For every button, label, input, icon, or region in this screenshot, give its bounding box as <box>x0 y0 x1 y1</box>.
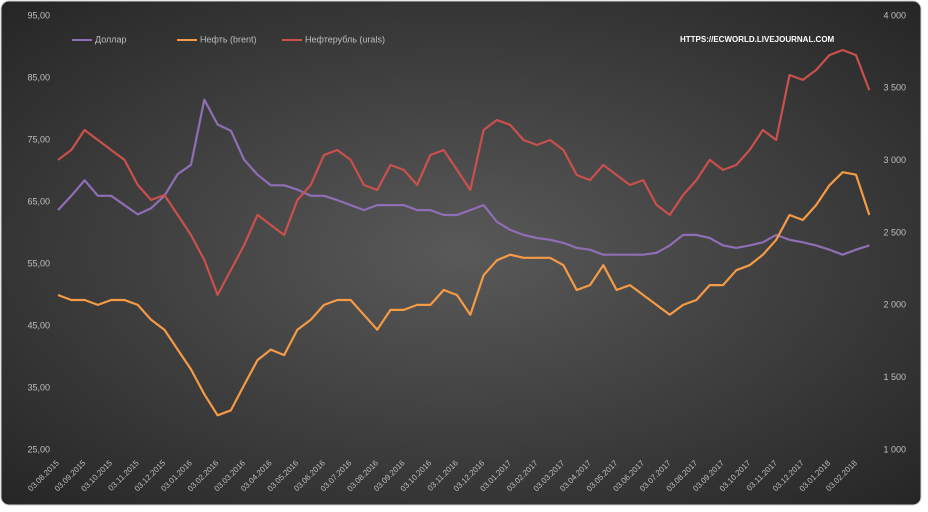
y-tick-label: 45,00 <box>27 320 50 330</box>
annotation: HTTPS://ECWORLD.LIVEJOURNAL.COM <box>680 35 835 44</box>
y2-tick-label: 3 500 <box>883 83 906 93</box>
legend-label: Доллар <box>95 34 127 44</box>
legend-label: Нефть (brent) <box>200 34 257 44</box>
y-tick-label: 65,00 <box>27 196 50 206</box>
legend-label: Нефтерубль (urals) <box>305 34 385 44</box>
y-tick-label: 95,00 <box>27 10 50 20</box>
series-line <box>57 48 871 296</box>
y2-tick-label: 1 000 <box>883 444 906 454</box>
y2-tick-label: 3 000 <box>883 155 906 165</box>
series-line <box>57 98 870 256</box>
series-line <box>57 171 871 417</box>
y-tick-label: 25,00 <box>27 444 50 454</box>
y-tick-label: 35,00 <box>27 382 50 392</box>
y2-tick-label: 2 000 <box>883 300 906 310</box>
y-tick-label: 75,00 <box>27 134 50 144</box>
y2-tick-label: 4 000 <box>883 10 906 20</box>
y-tick-label: 55,00 <box>27 258 50 268</box>
y-tick-label: 85,00 <box>27 72 50 82</box>
y2-tick-label: 2 500 <box>883 227 906 237</box>
y2-tick-label: 1 500 <box>883 372 906 382</box>
